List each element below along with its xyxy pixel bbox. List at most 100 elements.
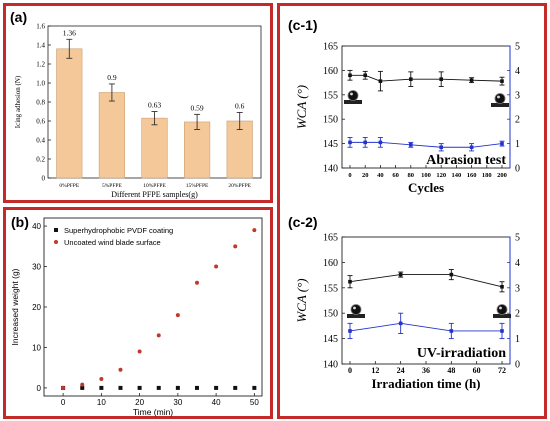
x-axis-label: Cycles bbox=[408, 180, 444, 195]
panel-b: (b) 0 10 20 30 40 50 0 10 20 30 40 Superhydrophobic … bbox=[3, 207, 273, 419]
data-point bbox=[137, 349, 142, 354]
legend-marker bbox=[54, 228, 58, 232]
y2-tick-label: 3 bbox=[515, 283, 520, 294]
panel-label: (a) bbox=[10, 9, 27, 25]
data-point bbox=[363, 73, 367, 78]
x-tick-label: 40 bbox=[212, 398, 221, 407]
data-point bbox=[118, 367, 123, 372]
bar bbox=[184, 121, 211, 179]
y-tick-label: 0.8 bbox=[36, 99, 45, 107]
y2-tick-label: 1 bbox=[515, 334, 520, 345]
y-tick-label: 140 bbox=[323, 164, 338, 175]
data-point bbox=[175, 385, 180, 390]
y-tick-label: 1.6 bbox=[36, 23, 45, 31]
x-tick-label: 0 bbox=[61, 398, 66, 407]
panel-c: (c-1) 140 145 150 155 160 165 0 1 2 3 4 5 0 20 40 60 80 10… bbox=[277, 3, 547, 419]
series-line bbox=[349, 322, 502, 332]
data-point bbox=[118, 385, 123, 390]
data-point bbox=[398, 272, 403, 277]
data-label: 0.9 bbox=[107, 73, 117, 82]
y-tick-label: 150 bbox=[323, 309, 338, 320]
icing-weight-chart: (b) 0 10 20 30 40 50 0 10 20 30 40 Superhydrophobic … bbox=[10, 214, 263, 417]
panel-label: (b) bbox=[11, 214, 29, 230]
y2-tick-label: 3 bbox=[515, 90, 520, 101]
x-tick-label: 200 bbox=[497, 172, 507, 179]
data-point bbox=[348, 329, 352, 333]
y-tick-label: 0 bbox=[37, 384, 42, 393]
y-tick-label: 145 bbox=[323, 139, 338, 150]
data-point bbox=[348, 279, 352, 284]
data-point bbox=[214, 264, 219, 269]
x-tick-label: 10 bbox=[97, 398, 106, 407]
y-axis-label: WCA (°) bbox=[294, 278, 309, 322]
y-axis-label: Increased weight (g) bbox=[10, 268, 20, 345]
data-point bbox=[214, 385, 219, 390]
x-tick-label: 180 bbox=[482, 172, 492, 179]
y-axis-label: Icing adhesion (N) bbox=[14, 75, 22, 128]
y-tick-label: 140 bbox=[323, 360, 338, 371]
x-tick-label: 72 bbox=[498, 366, 506, 375]
y-tick-label: 155 bbox=[323, 90, 338, 101]
x-axis-label: Time (min) bbox=[133, 407, 173, 417]
y-axis-label: WCA (°) bbox=[294, 85, 309, 129]
y-tick-label: 165 bbox=[323, 233, 338, 244]
data-point bbox=[99, 385, 104, 390]
data-point bbox=[348, 73, 352, 78]
data-point bbox=[175, 313, 180, 318]
data-point bbox=[469, 145, 474, 150]
x-tick-label: 15%PFPE bbox=[186, 183, 209, 189]
data-point bbox=[500, 284, 504, 289]
y-tick-label: 30 bbox=[32, 263, 41, 272]
data-point bbox=[233, 244, 238, 249]
icing-adhesion-chart: (a) 0 0.2 0.4 0.6 0.8 1.0 1.2 1.4 1.6 1.36 0%PFPE 0.… bbox=[10, 9, 262, 199]
data-point bbox=[61, 385, 66, 390]
series-line bbox=[350, 141, 503, 148]
y-tick-label: 0 bbox=[42, 175, 46, 183]
y2-tick-label: 2 bbox=[515, 309, 520, 320]
droplet-icon bbox=[496, 304, 508, 315]
x-tick-label: 10%PFPE bbox=[143, 183, 166, 189]
chart-annotation: Abrasion test bbox=[426, 153, 506, 168]
substrate-icon bbox=[493, 314, 511, 318]
y-tick-label: 145 bbox=[323, 334, 338, 345]
x-tick-label: 80 bbox=[408, 172, 415, 179]
y2-tick-label: 5 bbox=[515, 233, 520, 244]
y-tick-label: 40 bbox=[32, 222, 41, 231]
data-point bbox=[80, 382, 85, 387]
data-point bbox=[500, 141, 504, 146]
droplet-highlight bbox=[499, 306, 502, 310]
x-tick-label: 5%PFPE bbox=[102, 183, 123, 189]
x-tick-label: 60 bbox=[392, 172, 399, 179]
bar bbox=[56, 48, 83, 179]
y-tick-label: 1.0 bbox=[36, 80, 45, 88]
data-point bbox=[156, 385, 161, 390]
data-point bbox=[137, 385, 142, 390]
panel-label: (c-2) bbox=[288, 214, 318, 230]
y2-tick-label: 0 bbox=[515, 164, 520, 175]
x-tick-label: 0%PFPE bbox=[59, 183, 80, 189]
substrate-icon bbox=[344, 100, 362, 104]
x-tick-label: 24 bbox=[397, 366, 405, 375]
series-line bbox=[350, 74, 503, 82]
data-point bbox=[252, 228, 257, 233]
x-tick-label: 30 bbox=[173, 398, 182, 407]
x-tick-label: 36 bbox=[422, 366, 430, 375]
x-tick-label: 100 bbox=[421, 172, 431, 179]
droplet-highlight bbox=[350, 92, 353, 96]
data-point bbox=[363, 140, 367, 145]
data-point bbox=[194, 385, 199, 390]
data-point bbox=[156, 333, 161, 338]
data-point bbox=[398, 321, 403, 326]
y2-tick-label: 4 bbox=[515, 258, 520, 269]
x-axis-label: Irradiation time (h) bbox=[371, 376, 480, 391]
data-point bbox=[99, 377, 104, 382]
x-tick-label: 140 bbox=[452, 172, 462, 179]
data-point bbox=[378, 79, 383, 83]
legend-label: Uncoated wind blade surface bbox=[64, 238, 161, 247]
legend-marker bbox=[54, 240, 58, 244]
substrate-icon bbox=[491, 103, 509, 107]
y2-tick-label: 1 bbox=[515, 139, 520, 150]
x-tick-label: 48 bbox=[447, 366, 455, 375]
y-tick-label: 1.2 bbox=[36, 61, 45, 69]
